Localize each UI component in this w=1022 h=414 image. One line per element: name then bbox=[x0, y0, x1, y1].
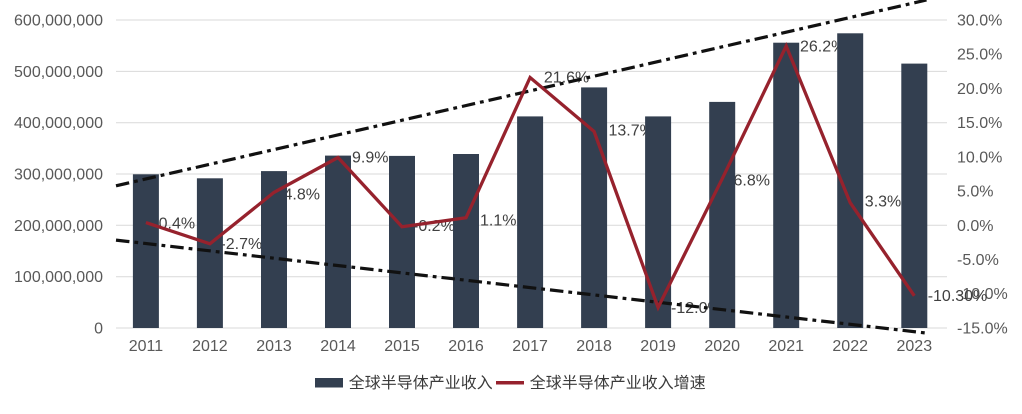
svg-text:-5.0%: -5.0% bbox=[957, 252, 999, 269]
svg-text:6.8%: 6.8% bbox=[734, 173, 770, 190]
svg-text:13.7%: 13.7% bbox=[609, 123, 654, 140]
svg-text:2013: 2013 bbox=[256, 338, 292, 355]
svg-text:4.8%: 4.8% bbox=[284, 187, 320, 204]
svg-text:20.0%: 20.0% bbox=[957, 81, 1002, 98]
svg-text:2023: 2023 bbox=[897, 338, 933, 355]
svg-text:26.2%: 26.2% bbox=[800, 39, 845, 56]
svg-text:10.0%: 10.0% bbox=[957, 149, 1002, 166]
svg-text:2015: 2015 bbox=[384, 338, 420, 355]
svg-text:0.0%: 0.0% bbox=[957, 218, 993, 235]
svg-text:2016: 2016 bbox=[448, 338, 484, 355]
svg-text:5.0%: 5.0% bbox=[957, 184, 993, 201]
svg-text:2020: 2020 bbox=[704, 338, 740, 355]
svg-text:2021: 2021 bbox=[768, 338, 804, 355]
svg-text:2011: 2011 bbox=[129, 338, 164, 355]
svg-text:21.6%: 21.6% bbox=[544, 70, 589, 87]
svg-text:3.3%: 3.3% bbox=[865, 194, 901, 211]
svg-text:-2.7%: -2.7% bbox=[220, 236, 262, 253]
svg-text:2012: 2012 bbox=[192, 338, 228, 355]
svg-text:200,000,000: 200,000,000 bbox=[14, 218, 103, 235]
svg-text:-12.0%: -12.0% bbox=[671, 300, 722, 317]
svg-text:100,000,000: 100,000,000 bbox=[14, 269, 103, 286]
svg-text:-15.0%: -15.0% bbox=[957, 321, 1008, 338]
svg-text:2017: 2017 bbox=[512, 338, 548, 355]
svg-text:2019: 2019 bbox=[640, 338, 676, 355]
svg-text:-10.0%: -10.0% bbox=[957, 286, 1008, 303]
svg-text:30.0%: 30.0% bbox=[957, 13, 1002, 30]
svg-text:9.9%: 9.9% bbox=[352, 150, 388, 167]
svg-text:2014: 2014 bbox=[320, 338, 356, 355]
svg-text:2018: 2018 bbox=[576, 338, 612, 355]
svg-text:400,000,000: 400,000,000 bbox=[14, 115, 103, 132]
svg-text:0: 0 bbox=[94, 321, 103, 338]
svg-text:300,000,000: 300,000,000 bbox=[14, 167, 103, 184]
svg-text:2022: 2022 bbox=[832, 338, 868, 355]
svg-text:-10.30%: -10.30% bbox=[928, 288, 988, 305]
svg-text:15.0%: 15.0% bbox=[957, 115, 1002, 132]
svg-text:25.0%: 25.0% bbox=[957, 47, 1002, 64]
svg-text:600,000,000: 600,000,000 bbox=[14, 13, 103, 30]
svg-text:1.1%: 1.1% bbox=[480, 213, 516, 230]
svg-text:500,000,000: 500,000,000 bbox=[14, 64, 103, 81]
